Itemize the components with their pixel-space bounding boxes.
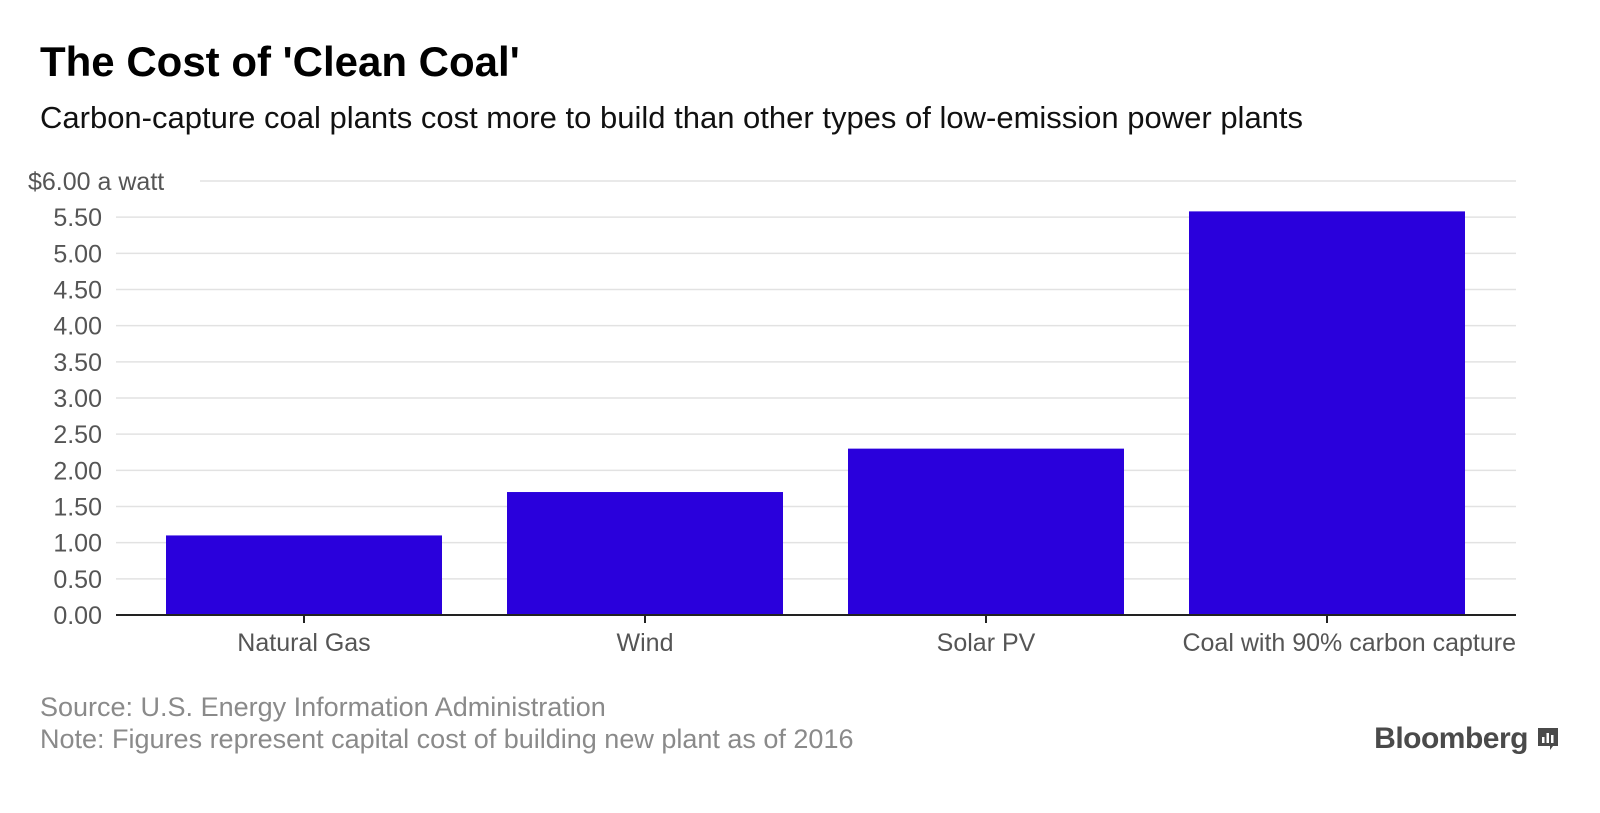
y-tick-label: 0.50: [53, 566, 102, 594]
y-tick-label: 4.00: [53, 313, 102, 341]
y-tick-label: 2.50: [53, 421, 102, 449]
figure-note: Note: Figures represent capital cost of …: [40, 724, 854, 754]
y-axis-ticks: 0.00 0.50 1.00 1.50 2.00 2.50 3.00 3.50 4.00 4.50…: [28, 168, 164, 630]
y-tick-label: 1.50: [53, 494, 102, 522]
y-tick-label: $6.00 a watt: [28, 168, 164, 196]
bar: [507, 492, 783, 615]
chart-title: The Cost of 'Clean Coal': [40, 38, 520, 85]
chart-subtitle: Carbon-capture coal plants cost more to …: [40, 100, 1304, 135]
bar-chart: 0.00 0.50 1.00 1.50 2.00 2.50 3.00 3.50 4.00 4.50…: [28, 168, 1516, 657]
x-tick-label: Natural Gas: [237, 629, 370, 657]
y-tick-label: 4.50: [53, 277, 102, 305]
source-note: Source: U.S. Energy Information Administ…: [40, 692, 606, 722]
bar: [166, 535, 442, 615]
bars: [166, 211, 1465, 615]
bar: [848, 448, 1124, 615]
x-tick-label: Solar PV: [937, 629, 1036, 657]
y-tick-label: 1.00: [53, 530, 102, 558]
y-tick-label: 2.00: [53, 457, 102, 485]
bar: [1189, 211, 1465, 615]
y-tick-label: 5.00: [53, 240, 102, 268]
y-tick-label: 3.00: [53, 385, 102, 413]
brand-logo: Bloomberg: [1374, 722, 1528, 755]
x-tick-label: Coal with 90% carbon capture: [1182, 629, 1516, 657]
x-axis-ticks: Natural Gas Wind Solar PV Coal with 90% car…: [237, 615, 1516, 657]
y-tick-label: 5.50: [53, 204, 102, 232]
bar-chart-icon: [1538, 728, 1558, 750]
y-tick-label: 3.50: [53, 349, 102, 377]
x-tick-label: Wind: [617, 629, 674, 657]
y-tick-label: 0.00: [53, 602, 102, 630]
